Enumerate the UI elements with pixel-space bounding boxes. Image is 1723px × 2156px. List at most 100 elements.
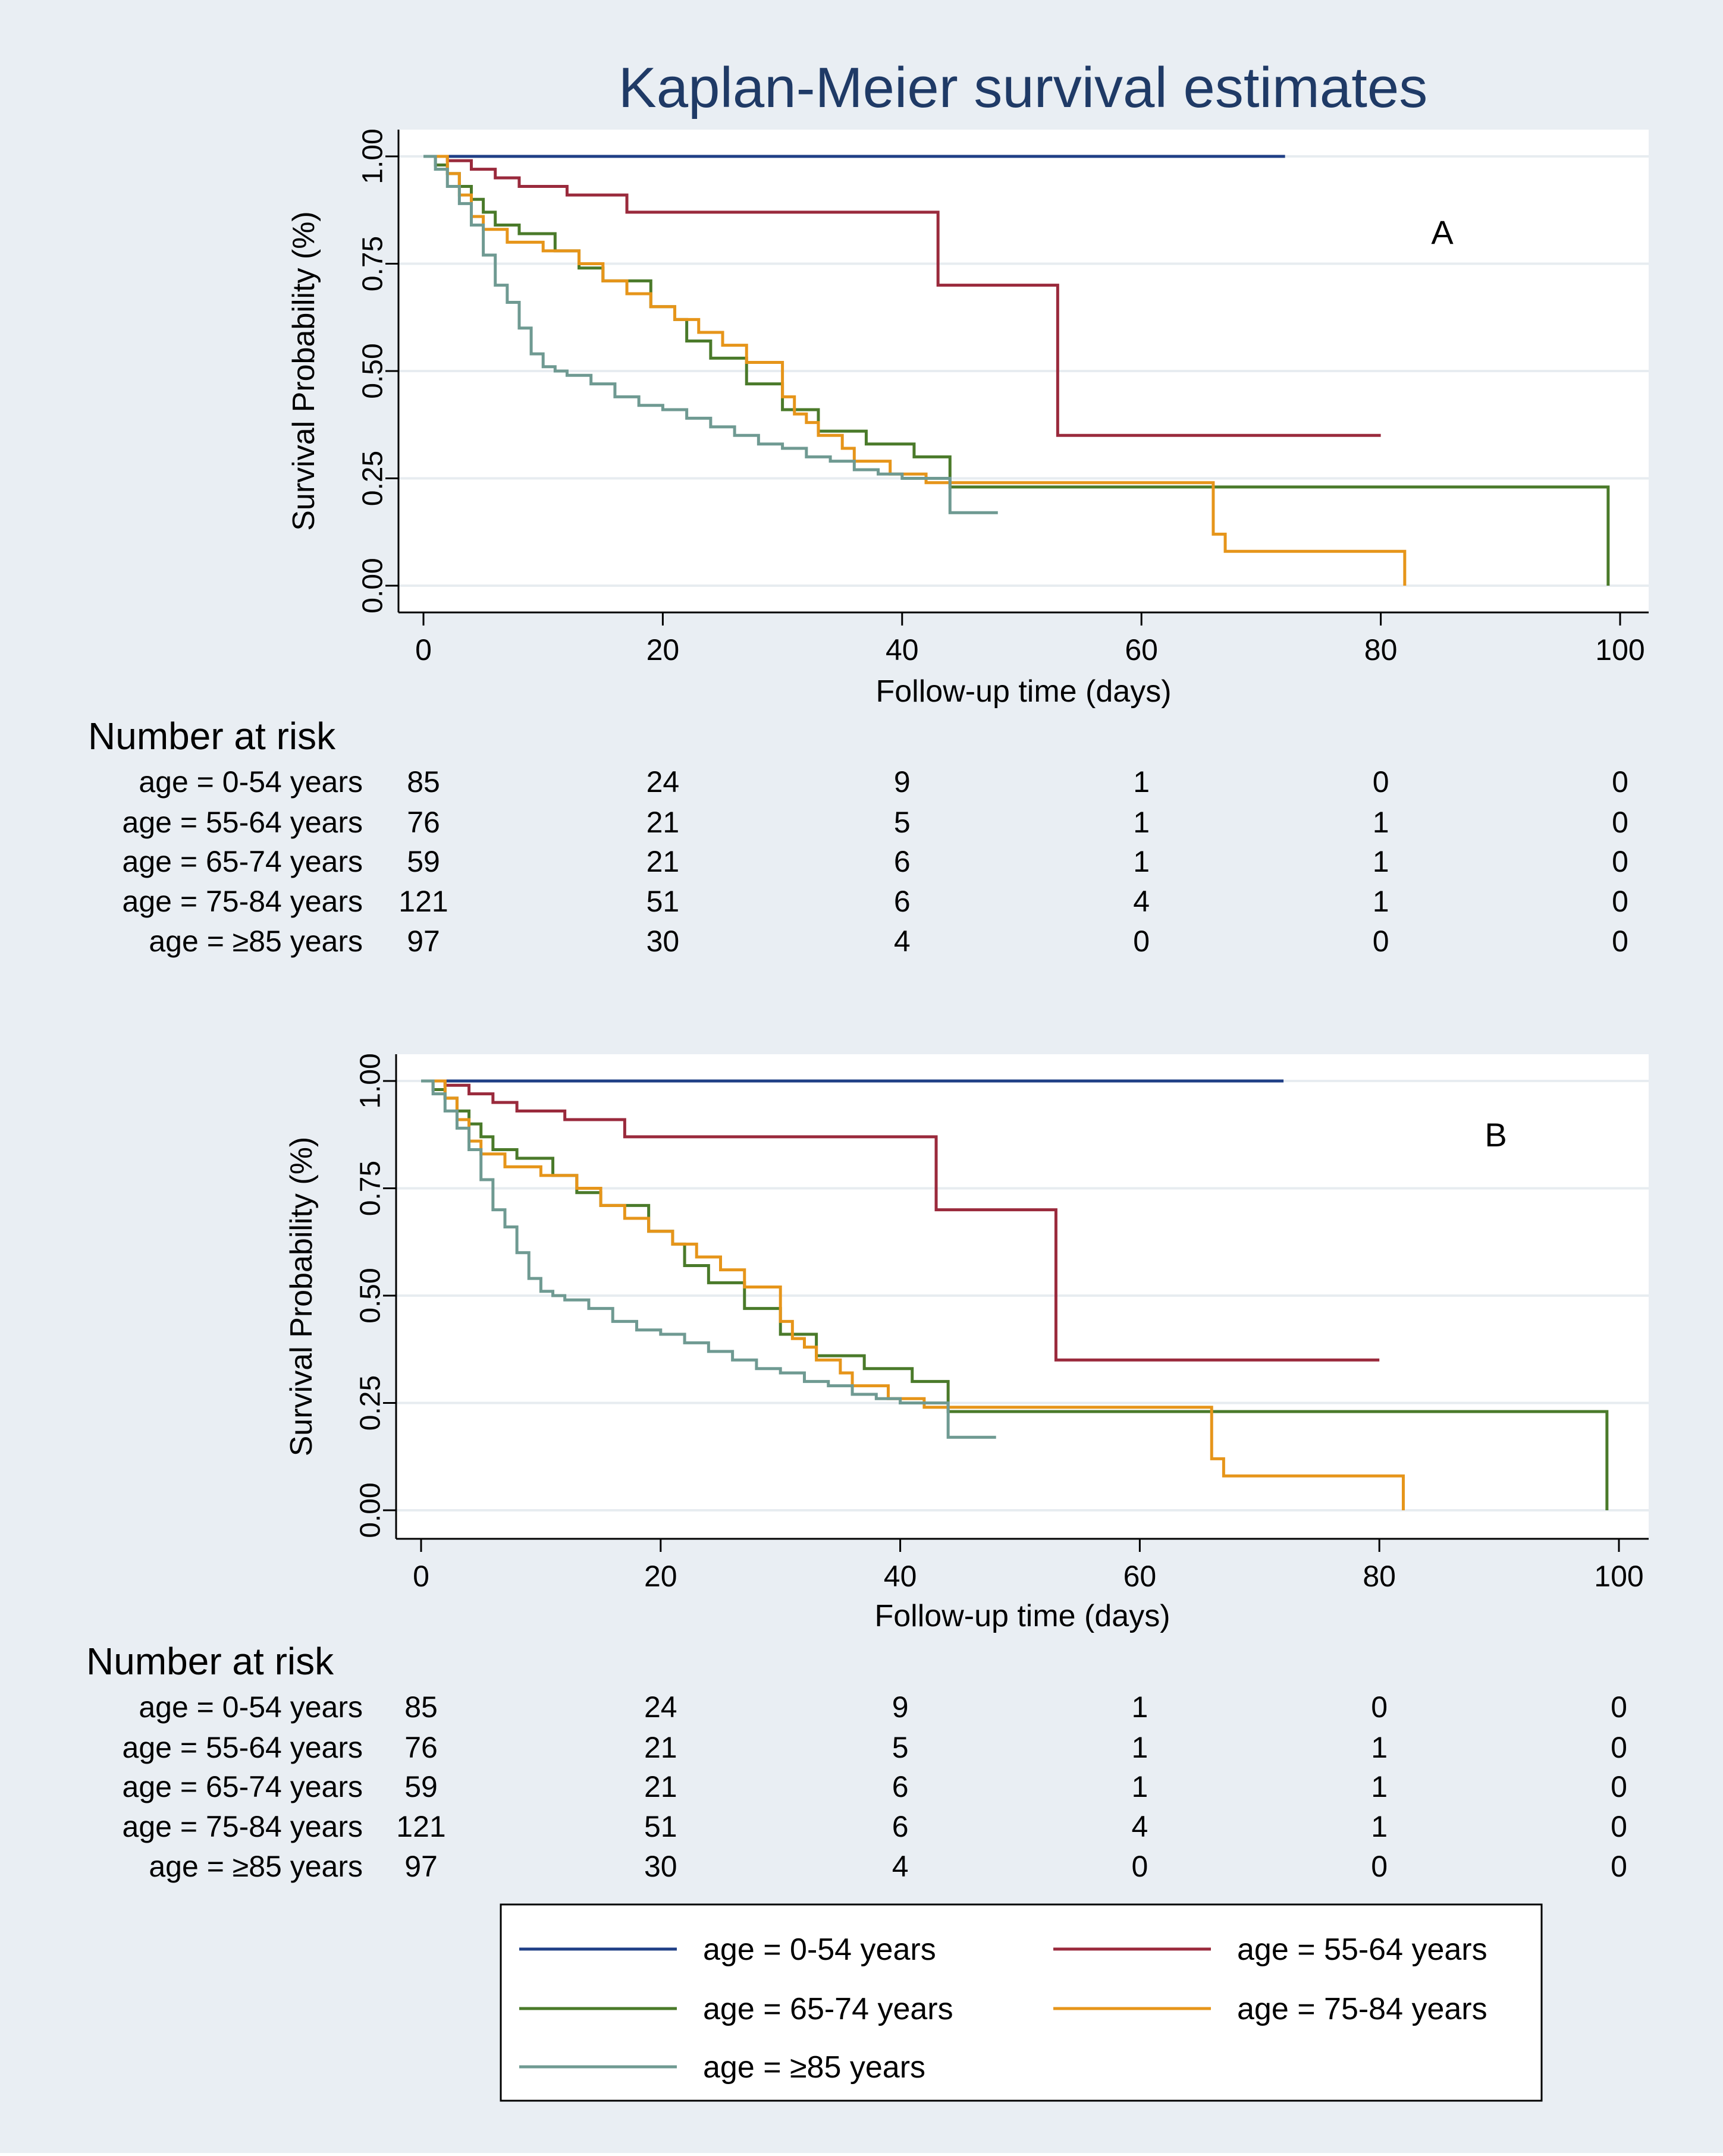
risk-row-label: age = 55-64 years: [123, 806, 363, 839]
risk-count: 4: [1133, 885, 1150, 918]
risk-count: 0: [1611, 1770, 1627, 1803]
risk-count: 0: [1612, 765, 1628, 799]
x-tick-label: 20: [644, 1560, 677, 1593]
panel-b: 0.000.250.500.751.000 20 40 60 80 100 Surviva…: [86, 1053, 1649, 1883]
risk-count: 121: [396, 1810, 445, 1843]
risk-count: 85: [404, 1690, 438, 1724]
risk-count: 0: [1611, 1810, 1627, 1843]
risk-count: 97: [404, 1850, 438, 1883]
km-curve-4: [421, 1079, 996, 1439]
risk-row-label: age = ≥85 years: [149, 925, 363, 958]
risk-count: 21: [646, 806, 680, 839]
y-tick-label: 0.75: [357, 236, 389, 291]
risk-row-label: age = ≥85 years: [149, 1850, 363, 1883]
km-curve-1: [423, 155, 1381, 437]
y-tick-label: 0.50: [355, 1268, 387, 1323]
x-tick-label: 80: [1363, 1560, 1396, 1593]
risk-count: 121: [398, 885, 448, 918]
legend-label-0-54: age = 0-54 years: [703, 1932, 936, 1967]
risk-count: 30: [644, 1850, 677, 1883]
x-tick-label: 0: [415, 633, 432, 667]
risk-count: 21: [646, 845, 680, 878]
x-tick-label: 20: [646, 633, 680, 667]
y-tick-label: 1.00: [357, 128, 389, 184]
risk-count: 21: [644, 1731, 677, 1764]
risk-count: 24: [646, 765, 680, 799]
legend: age = 0-54 years age = 55-64 years age =…: [500, 1903, 1543, 2102]
panel-a: 0.000.250.500.751.000 20 40 60 80 100 Surviva…: [88, 128, 1649, 958]
risk-count: 0: [1611, 1731, 1627, 1764]
risk-count: 0: [1612, 806, 1628, 839]
axes-b: 0.00 0.25 0.50 0.75 1.00 0 20 40 60 80 100: [355, 1053, 1649, 1593]
legend-label-75-84: age = 75-84 years: [1237, 1992, 1487, 2026]
risk-count: 0: [1612, 885, 1628, 918]
km-curve-1: [421, 1079, 1380, 1362]
y-tick-label: 0.00: [357, 558, 389, 613]
y-axis-label: Survival Probability (%): [284, 1137, 319, 1457]
risk-table-title: Number at risk: [86, 1640, 334, 1683]
risk-count: 6: [894, 845, 911, 878]
km-curve-4: [423, 155, 998, 514]
risk-count: 1: [1133, 845, 1150, 878]
risk-count: 0: [1371, 1850, 1388, 1883]
x-tick-label: 40: [884, 1560, 917, 1593]
risk-row-label: age = 75-84 years: [123, 1810, 363, 1843]
legend-label-85-plus: age = ≥85 years: [703, 2050, 925, 2085]
x-axis-label: Follow-up time (days): [875, 674, 1171, 709]
risk-count: 0: [1373, 925, 1389, 958]
risk-row-label: age = 0-54 years: [139, 1690, 363, 1724]
risk-count: 51: [646, 885, 680, 918]
risk-count: 6: [894, 885, 911, 918]
risk-count: 0: [1612, 845, 1628, 878]
y-tick-label: 1.00: [355, 1053, 387, 1108]
panel-letter: B: [1485, 1116, 1507, 1154]
x-tick-label: 60: [1125, 633, 1158, 667]
risk-row-label: age = 65-74 years: [123, 845, 363, 878]
risk-count: 97: [407, 925, 440, 958]
y-axis-label: Survival Probability (%): [287, 211, 321, 531]
risk-count: 6: [892, 1810, 909, 1843]
x-tick-label: 100: [1594, 1560, 1643, 1593]
risk-count: 1: [1131, 1770, 1148, 1803]
risk-count: 0: [1371, 1690, 1388, 1724]
y-tick-label: 0.50: [357, 343, 389, 398]
risk-table-a: age = 0-54 years 85 24 9 1 0 0 age = 55-64 year…: [123, 765, 1628, 958]
figure-title: Kaplan-Meier survival estimates: [619, 56, 1428, 120]
legend-label-55-64: age = 55-64 years: [1237, 1932, 1487, 1967]
risk-row-label: age = 65-74 years: [123, 1770, 363, 1803]
risk-count: 0: [1611, 1850, 1627, 1883]
risk-count: 9: [894, 765, 911, 799]
risk-count: 76: [407, 806, 440, 839]
risk-count: 21: [644, 1770, 677, 1803]
risk-count: 1: [1133, 765, 1150, 799]
risk-count: 59: [404, 1770, 438, 1803]
y-tick-label: 0.25: [355, 1375, 387, 1431]
km-curve-3: [423, 155, 1407, 586]
risk-count: 59: [407, 845, 440, 878]
survival-curves-a: [423, 155, 1610, 586]
x-tick-label: 60: [1123, 1560, 1157, 1593]
risk-row-label: age = 55-64 years: [123, 1731, 363, 1764]
risk-table-title: Number at risk: [88, 715, 336, 758]
risk-count: 1: [1371, 1731, 1388, 1764]
risk-count: 1: [1371, 1810, 1388, 1843]
risk-count: 24: [644, 1690, 677, 1724]
risk-count: 0: [1373, 765, 1389, 799]
risk-count: 1: [1373, 845, 1389, 878]
legend-label-65-74: age = 65-74 years: [703, 1992, 953, 2026]
panel-letter: A: [1431, 213, 1454, 251]
risk-count: 76: [404, 1731, 438, 1764]
y-tick-label: 0.75: [355, 1161, 387, 1216]
x-tick-label: 0: [413, 1560, 429, 1593]
axes-a: 0.00 0.25 0.50 0.75 1.00 0 20 40 60 80 100: [357, 128, 1649, 667]
km-curve-3: [421, 1079, 1405, 1510]
risk-count: 30: [646, 925, 680, 958]
y-tick-label: 0.00: [355, 1482, 387, 1538]
risk-count: 0: [1612, 925, 1628, 958]
risk-count: 9: [892, 1690, 909, 1724]
risk-count: 5: [892, 1731, 909, 1764]
risk-count: 0: [1131, 1850, 1148, 1883]
risk-count: 1: [1373, 885, 1389, 918]
